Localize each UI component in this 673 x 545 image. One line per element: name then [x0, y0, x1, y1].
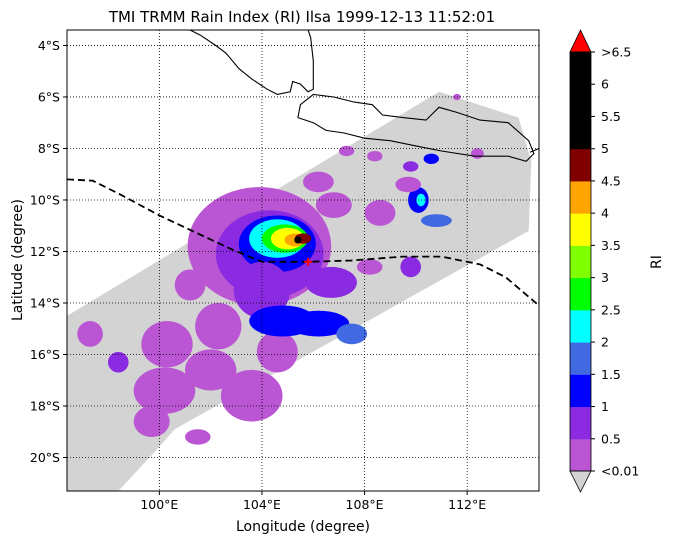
gridlines [67, 30, 539, 491]
y-tick-label: 10°S [30, 192, 60, 207]
rain-cell [305, 266, 357, 298]
rain-cell [338, 145, 355, 157]
colorbar-bin [570, 309, 591, 343]
colorbar-bin [570, 116, 591, 150]
x-axis-ticks: 100°E 104°E 108°E 112°E [140, 491, 486, 512]
rain-cell [133, 406, 170, 437]
y-tick-label: 16°S [30, 347, 60, 362]
y-tick-label: 14°S [30, 295, 60, 310]
colorbar-bin [570, 180, 591, 214]
colorbar-bin [570, 84, 591, 117]
plot-frame [66, 29, 540, 492]
y-axis-ticks: 4°S 6°S 8°S 10°S 12°S 14°S 16°S 18°S 20°S [30, 38, 67, 465]
rain-cell [315, 192, 352, 219]
y-tick-label: 18°S [30, 399, 60, 414]
colorbar: <0.01 0.5 1 1.5 2 2.5 3 3.5 4 4.5 5 5.5 6 >6.5 [569, 29, 639, 493]
colorbar-tick-label: 0.5 [601, 431, 621, 446]
rain-cell [77, 321, 103, 347]
colorbar-bin [570, 438, 591, 472]
coastline [297, 93, 535, 162]
rain-cell [471, 148, 484, 159]
colorbar-bin [570, 277, 591, 311]
rain-cell [336, 323, 368, 345]
colorbar-tick-label: 2.5 [601, 302, 621, 317]
storm-center-marker [304, 257, 313, 266]
rain-cell [195, 303, 242, 350]
colorbar-tick-label: 1 [601, 399, 609, 414]
colorbar-tick-label: 6 [601, 77, 609, 92]
rain-cell [108, 351, 129, 373]
rain-cell [403, 161, 419, 172]
rain-cell [400, 256, 422, 278]
colorbar-tick-label: 4 [601, 206, 609, 221]
rain-cell [185, 349, 237, 391]
colorbar-label: RI [649, 255, 665, 269]
colorbar-tick-label: 4.5 [601, 173, 621, 188]
rain-cell [220, 369, 283, 422]
rain-cell [356, 259, 383, 275]
x-tick-label: 100°E [140, 497, 178, 512]
x-tick-label: 112°E [448, 497, 486, 512]
y-tick-label: 8°S [38, 141, 60, 156]
rain-cell [233, 261, 291, 319]
colorbar-bin [570, 213, 591, 246]
rain-cell [287, 310, 350, 337]
colorbar-bin [570, 148, 591, 182]
coastlines [189, 30, 539, 162]
y-tick-label: 6°S [38, 89, 60, 104]
colorbar-tick-label: <0.01 [601, 464, 639, 479]
chart-title: TMI TRMM Rain Index (RI) Ilsa 1999-12-13… [108, 8, 495, 26]
rain-cell [294, 236, 302, 244]
rain-cell [453, 93, 461, 101]
colorbar-tick-label: 1.5 [601, 367, 621, 382]
colorbar-tick-label: 2 [601, 335, 609, 350]
colorbar-tick-label: 3 [601, 270, 609, 285]
plot-area [67, 30, 539, 491]
y-tick-label: 20°S [30, 450, 60, 465]
colorbar-tick-label: 3.5 [601, 238, 621, 253]
colorbar-tick-label: 5.5 [601, 109, 621, 124]
y-tick-label: 4°S [38, 38, 60, 53]
x-tick-label: 108°E [346, 497, 384, 512]
rain-cell [364, 200, 396, 226]
rain-cell [367, 151, 383, 162]
coastline [189, 30, 314, 95]
rain-cell [133, 367, 196, 414]
colorbar-over-arrow [569, 29, 592, 53]
y-axis-label: Latitude (degree) [10, 199, 26, 321]
x-tick-label: 104°E [243, 497, 281, 512]
rain-cell [423, 153, 439, 164]
storm-track [67, 178, 539, 307]
rain-cells [77, 93, 484, 445]
rain-cell [174, 269, 206, 301]
colorbar-bin [570, 245, 591, 279]
colorbar-tick-label: >6.5 [601, 45, 631, 60]
rain-cell [303, 171, 334, 193]
rain-cell [395, 176, 422, 193]
colorbar-bin [570, 342, 591, 375]
rain-cell [185, 429, 211, 445]
colorbar-under-arrow [569, 470, 592, 493]
coastline [529, 147, 539, 153]
colorbar-tick-label: 5 [601, 141, 609, 156]
y-tick-label: 12°S [30, 244, 60, 259]
rain-cell [256, 331, 298, 373]
rain-cell [421, 214, 452, 228]
colorbar-frame [569, 51, 592, 472]
rain-cell [141, 321, 193, 368]
colorbar-bin [570, 374, 591, 408]
x-axis-label: Longitude (degree) [236, 519, 370, 535]
colorbar-bin [570, 406, 591, 440]
colorbar-bin [570, 52, 591, 85]
